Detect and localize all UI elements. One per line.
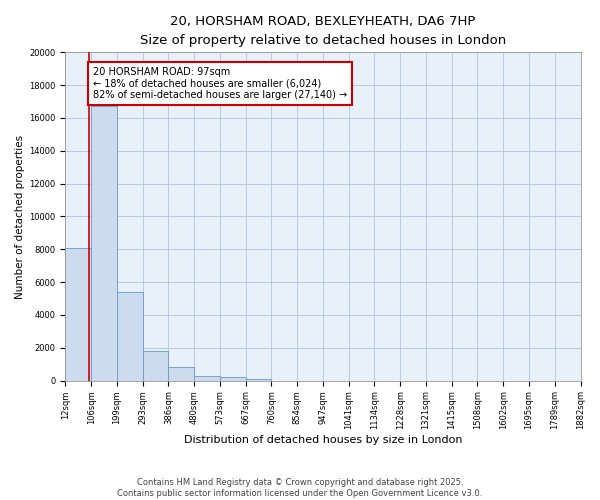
- Bar: [246, 379, 271, 380]
- Title: 20, HORSHAM ROAD, BEXLEYHEATH, DA6 7HP
Size of property relative to detached hou: 20, HORSHAM ROAD, BEXLEYHEATH, DA6 7HP S…: [140, 15, 506, 47]
- Bar: [220, 378, 246, 380]
- Text: Contains HM Land Registry data © Crown copyright and database right 2025.
Contai: Contains HM Land Registry data © Crown c…: [118, 478, 482, 498]
- Bar: [143, 351, 169, 380]
- X-axis label: Distribution of detached houses by size in London: Distribution of detached houses by size …: [184, 435, 462, 445]
- Text: 20 HORSHAM ROAD: 97sqm
← 18% of detached houses are smaller (6,024)
82% of semi-: 20 HORSHAM ROAD: 97sqm ← 18% of detached…: [93, 67, 347, 100]
- Bar: [194, 376, 220, 380]
- Bar: [117, 292, 143, 380]
- Bar: [65, 248, 91, 380]
- Bar: [91, 106, 117, 380]
- Bar: [169, 368, 194, 380]
- Y-axis label: Number of detached properties: Number of detached properties: [15, 134, 25, 298]
